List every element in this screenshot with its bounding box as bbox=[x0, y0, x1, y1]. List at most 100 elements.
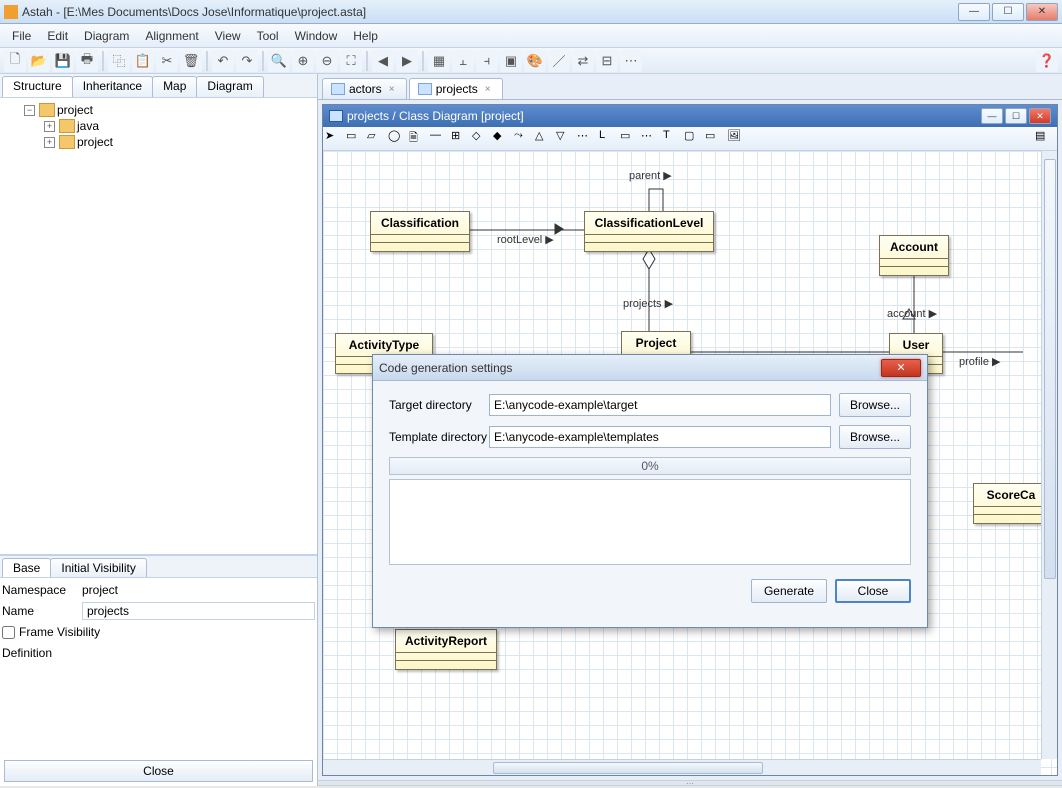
menu-tool[interactable]: Tool bbox=[249, 27, 287, 45]
distribute-icon[interactable]: ⫞ bbox=[476, 50, 498, 72]
group-icon[interactable]: ▣ bbox=[500, 50, 522, 72]
browse-target-button[interactable]: Browse... bbox=[839, 393, 911, 417]
tab-diagram[interactable]: Diagram bbox=[196, 76, 263, 97]
zoom-in-icon[interactable]: ⊕ bbox=[292, 50, 314, 72]
zoom-out-icon[interactable]: ⊖ bbox=[316, 50, 338, 72]
dots-icon[interactable]: ⋯ bbox=[577, 129, 597, 149]
diagram-minimize-button[interactable]: — bbox=[981, 108, 1003, 124]
print-icon[interactable]: 🖶 bbox=[76, 50, 98, 72]
tab-initial-visibility[interactable]: Initial Visibility bbox=[50, 558, 146, 577]
tab-base[interactable]: Base bbox=[2, 558, 51, 577]
align-icon[interactable]: ⫠ bbox=[452, 50, 474, 72]
text-tool-icon[interactable]: L bbox=[599, 129, 619, 149]
menu-help[interactable]: Help bbox=[345, 27, 386, 45]
new-icon[interactable]: 🗋 bbox=[4, 50, 26, 72]
diagram-maximize-button[interactable]: ☐ bbox=[1005, 108, 1027, 124]
undo-icon[interactable]: ↶ bbox=[212, 50, 234, 72]
close-button[interactable]: ✕ bbox=[1026, 3, 1058, 21]
image-tool-icon[interactable]: 🖼 bbox=[727, 129, 747, 149]
zoom-icon[interactable]: 🔍 bbox=[268, 50, 290, 72]
tree-node-java[interactable]: + java bbox=[44, 118, 313, 134]
aggregation-icon[interactable]: ◇ bbox=[472, 129, 492, 149]
generalization-icon[interactable]: △ bbox=[535, 129, 555, 149]
maximize-button[interactable]: ☐ bbox=[992, 3, 1024, 21]
connector-icon[interactable]: ⇄ bbox=[572, 50, 594, 72]
tree-node-project[interactable]: + project bbox=[44, 134, 313, 150]
tab-map[interactable]: Map bbox=[152, 76, 197, 97]
frame-visibility-checkbox[interactable] bbox=[2, 626, 15, 639]
rect-tool-icon[interactable]: ▭ bbox=[620, 129, 640, 149]
horizontal-scrollbar[interactable] bbox=[323, 759, 1041, 775]
shape1-icon[interactable]: ▢ bbox=[684, 129, 704, 149]
grid-icon[interactable]: ▦ bbox=[428, 50, 450, 72]
color-icon[interactable]: 🎨 bbox=[524, 50, 546, 72]
forward-icon[interactable]: ▶ bbox=[396, 50, 418, 72]
overview-icon[interactable]: ▤ bbox=[1035, 129, 1055, 149]
copy-icon[interactable]: ⿻ bbox=[108, 50, 130, 72]
select-tool-icon[interactable]: ➤ bbox=[325, 129, 345, 149]
expand-icon[interactable]: − bbox=[24, 105, 35, 116]
note-tool-icon[interactable]: 🗎 bbox=[409, 129, 429, 149]
dialog-close-button[interactable]: ✕ bbox=[881, 359, 921, 377]
diagram-close-button[interactable]: ✕ bbox=[1029, 108, 1051, 124]
delete-icon[interactable]: 🗑 bbox=[180, 50, 202, 72]
menu-edit[interactable]: Edit bbox=[39, 27, 76, 45]
browse-template-button[interactable]: Browse... bbox=[839, 425, 911, 449]
definition-area[interactable] bbox=[2, 664, 315, 754]
class-tool-icon[interactable]: ▭ bbox=[346, 129, 366, 149]
uml-class[interactable]: Account bbox=[879, 235, 949, 276]
line-icon[interactable]: ／ bbox=[548, 50, 570, 72]
tab-actors[interactable]: actors × bbox=[322, 78, 407, 99]
tab-label: projects bbox=[436, 82, 478, 96]
realization-icon[interactable]: ▽ bbox=[556, 129, 576, 149]
text-t-icon[interactable]: T bbox=[663, 129, 683, 149]
menu-view[interactable]: View bbox=[207, 27, 249, 45]
expand-icon[interactable]: + bbox=[44, 121, 55, 132]
uml-class[interactable]: ClassificationLevel bbox=[584, 211, 714, 252]
expand-icon[interactable]: + bbox=[44, 137, 55, 148]
cut-icon[interactable]: ✂ bbox=[156, 50, 178, 72]
redo-icon[interactable]: ↷ bbox=[236, 50, 258, 72]
dependency-icon[interactable]: ⤳ bbox=[514, 129, 534, 149]
more-icon[interactable]: ⋯ bbox=[620, 50, 642, 72]
menu-window[interactable]: Window bbox=[287, 27, 346, 45]
package-tool-icon[interactable]: ▱ bbox=[367, 129, 387, 149]
save-icon[interactable]: 💾 bbox=[52, 50, 74, 72]
shape2-icon[interactable]: ▭ bbox=[705, 129, 725, 149]
scrollbar-thumb[interactable] bbox=[1044, 159, 1056, 579]
paste-icon[interactable]: 📋 bbox=[132, 50, 154, 72]
uml-class[interactable]: Classification bbox=[370, 211, 470, 252]
close-tab-icon[interactable]: × bbox=[386, 83, 398, 95]
tab-structure[interactable]: Structure bbox=[2, 76, 73, 97]
tab-projects[interactable]: projects × bbox=[409, 78, 503, 99]
splitter[interactable]: ⋯ bbox=[318, 780, 1062, 786]
association-icon[interactable]: ⊞ bbox=[451, 129, 471, 149]
tab-inheritance[interactable]: Inheritance bbox=[72, 76, 153, 97]
minimize-button[interactable]: — bbox=[958, 3, 990, 21]
tab-label: actors bbox=[349, 82, 382, 96]
back-icon[interactable]: ◀ bbox=[372, 50, 394, 72]
uml-class[interactable]: ActivityReport bbox=[395, 629, 497, 670]
vertical-scrollbar[interactable] bbox=[1041, 151, 1057, 759]
target-dir-input[interactable] bbox=[489, 394, 831, 416]
panel-close-button[interactable]: Close bbox=[4, 760, 313, 782]
menu-diagram[interactable]: Diagram bbox=[76, 27, 137, 45]
composition-icon[interactable]: ◆ bbox=[493, 129, 513, 149]
close-dialog-button[interactable]: Close bbox=[835, 579, 911, 603]
template-dir-input[interactable] bbox=[489, 426, 831, 448]
line-tool-icon[interactable]: — bbox=[430, 129, 450, 149]
interface-tool-icon[interactable]: ◯ bbox=[388, 129, 408, 149]
menu-file[interactable]: File bbox=[4, 27, 39, 45]
scrollbar-thumb[interactable] bbox=[493, 762, 763, 774]
name-input[interactable] bbox=[82, 602, 315, 620]
tree-icon[interactable]: ⊟ bbox=[596, 50, 618, 72]
close-tab-icon[interactable]: × bbox=[482, 83, 494, 95]
dash-tool-icon[interactable]: ⋯ bbox=[641, 129, 661, 149]
open-icon[interactable]: 📂 bbox=[28, 50, 50, 72]
uml-class[interactable]: ScoreCa bbox=[973, 483, 1049, 524]
generate-button[interactable]: Generate bbox=[751, 579, 827, 603]
fit-icon[interactable]: ⛶ bbox=[340, 50, 362, 72]
tree-root[interactable]: − project bbox=[24, 102, 313, 118]
menu-alignment[interactable]: Alignment bbox=[137, 27, 206, 45]
help-icon[interactable]: ❓ bbox=[1036, 50, 1058, 72]
